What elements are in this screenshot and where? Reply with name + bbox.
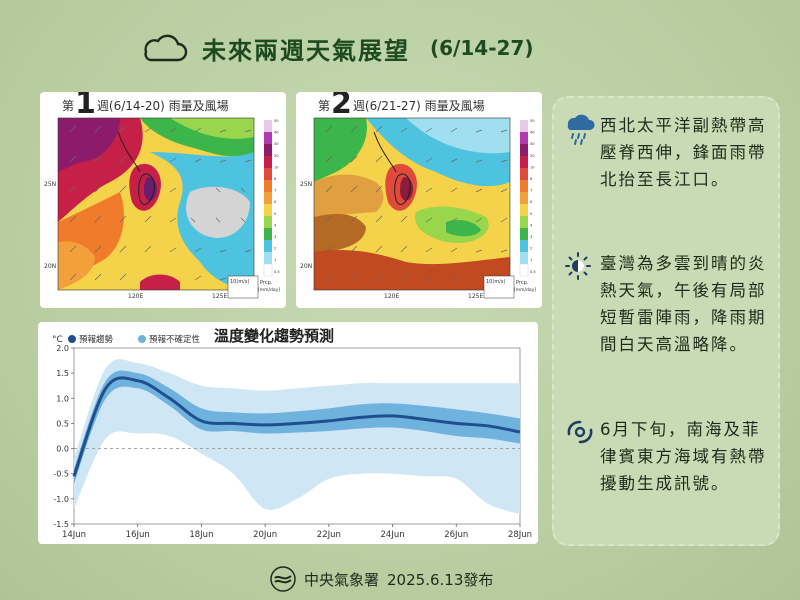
scale-label: 0.5: [530, 270, 536, 274]
svg-text:10(m/s): 10(m/s): [230, 279, 249, 285]
lat-label: 20N: [44, 263, 56, 270]
y-tick-label: 0.5: [56, 419, 69, 428]
x-tick-label: 14Jun: [62, 530, 86, 540]
scale-label: 4: [530, 223, 533, 227]
y-tick-label: 2.0: [56, 344, 69, 353]
week1-map-card: 第 1 週(6/14-20) 雨量及風場: [40, 92, 286, 308]
legend-marker-uncertainty: [138, 335, 146, 343]
info-item-2: 臺灣為多雲到晴的炎熱天氣，午後有局部短暫雷陣雨，降雨期間白天高溫略降。: [564, 250, 772, 358]
cloud-icon: [144, 34, 188, 62]
y-tick-label: 0.0: [56, 445, 69, 454]
scale-label: 20: [530, 154, 535, 158]
x-tick-label: 24Jun: [381, 530, 405, 540]
info-text-3: 6月下旬，南海及菲律賓東方海域有熱帶擾動生成訊號。: [600, 420, 767, 493]
scale-label: 20: [274, 154, 279, 158]
week1-color-scale: [263, 120, 273, 277]
info-item-1: 西北太平洋副熱帶高壓脊西伸，鋒面雨帶北抬至長江口。: [564, 112, 772, 193]
trend-line: [72, 376, 521, 477]
lon-label: 120E: [384, 293, 399, 300]
y-tick-label: -1.0: [53, 495, 69, 504]
scale-label: 2: [274, 247, 276, 251]
x-tick-label: 20Jun: [253, 530, 277, 540]
cwa-logo-icon: [270, 566, 296, 592]
scale-label: 50: [274, 119, 279, 123]
info-text-2: 臺灣為多雲到晴的炎熱天氣，午後有局部短暫雷陣雨，降雨期間白天高溫略降。: [600, 254, 767, 354]
issued-date: 2025.6.13發布: [387, 570, 494, 589]
svg-text:10(m/s): 10(m/s): [486, 279, 505, 285]
scale-label: 6: [274, 200, 277, 204]
y-tick-label: 1.0: [56, 394, 69, 403]
scale-label: 0.5: [274, 270, 280, 274]
scale-label: 7: [530, 189, 532, 193]
agency-name: 中央氣象署: [304, 570, 380, 589]
legend-label-trend: 預報趨勢: [79, 334, 114, 345]
scale-label: 3: [274, 235, 276, 239]
svg-text:[mm/day]: [mm/day]: [258, 287, 280, 293]
scale-label: 30: [274, 142, 279, 146]
x-tick-label: 16Jun: [126, 530, 150, 540]
partly-sunny-icon: [565, 252, 591, 280]
scale-label: 7: [274, 189, 276, 193]
wind-vectors: [69, 125, 252, 281]
scale-label: 3: [530, 235, 532, 239]
typhoon-icon: [567, 420, 593, 444]
inner-uncertainty-band: [74, 370, 520, 484]
scale-label: 5: [274, 212, 276, 216]
title-text: 未來兩週天氣展望: [202, 36, 410, 65]
temperature-chart-card: 2.0 1.5 1.0 0.5 0.0 -0.5 -1.0 -1.5 14Jun 16Jun 18J…: [38, 322, 538, 544]
scale-label: 6: [530, 200, 533, 204]
legend-marker-trend: [68, 335, 76, 343]
week1-map-title: 第 1 週(6/14-20) 雨量及風場: [62, 92, 229, 121]
x-tick-label: 22Jun: [317, 530, 341, 540]
week2-map-card: 第 2 週(6/21-27) 雨量及風場: [296, 92, 542, 308]
title-date: (6/14-27): [430, 36, 534, 60]
lon-label: 125E: [468, 293, 483, 300]
scale-label: 8: [530, 177, 533, 181]
scale-label: 1: [530, 258, 532, 262]
scale-label: 1: [274, 258, 276, 262]
scale-label: 30: [530, 142, 535, 146]
week1-rain-wind-map: 25N 20N 120E 125E 10(m/s) Prcp. [mm/day]…: [44, 117, 280, 300]
week2-rain-wind-map: 25N 20N 120E 125E 10(m/s) Prcp. [mm/day]…: [300, 117, 536, 300]
svg-text:[mm/day]: [mm/day]: [514, 287, 536, 293]
lon-label: 120E: [128, 293, 143, 300]
week2-color-scale: [519, 120, 529, 277]
y-tick-label: -0.5: [53, 470, 69, 479]
chart-title: 溫度變化趨勢預測: [214, 327, 334, 345]
week2-map-title: 第 2 週(6/21-27) 雨量及風場: [318, 92, 485, 121]
scale-label: 10: [274, 165, 279, 169]
footer: 中央氣象署 2025.6.13發布: [270, 566, 493, 592]
legend-label-uncertainty: 預報不確定性: [149, 334, 201, 345]
info-text-1: 西北太平洋副熱帶高壓脊西伸，鋒面雨帶北抬至長江口。: [600, 116, 767, 189]
info-item-3: 6月下旬，南海及菲律賓東方海域有熱帶擾動生成訊號。: [564, 416, 772, 497]
lat-label: 25N: [300, 181, 312, 188]
scale-label: 2: [530, 247, 532, 251]
svg-text:Prcp.: Prcp.: [260, 280, 273, 286]
lat-label: 20N: [300, 263, 312, 270]
y-tick-label: 1.5: [56, 369, 69, 378]
scale-label: 10: [530, 165, 535, 169]
x-tick-label: 26Jun: [444, 530, 468, 540]
scale-label: 40: [530, 131, 535, 135]
y-tick-label: -1.5: [53, 520, 69, 529]
scale-label: 8: [274, 177, 277, 181]
page-title: 未來兩週天氣展望 (6/14-27): [140, 28, 533, 68]
svg-text:Prcp.: Prcp.: [516, 280, 529, 286]
scale-label: 5: [530, 212, 532, 216]
x-tick-label: 28Jun: [508, 530, 532, 540]
rain-cloud-icon: [567, 114, 595, 145]
lat-label: 25N: [44, 181, 56, 188]
scale-label: 50: [530, 119, 535, 123]
info-panel: 西北太平洋副熱帶高壓脊西伸，鋒面雨帶北抬至長江口。 臺灣為多雲到晴的炎熱天氣，午…: [552, 96, 780, 546]
x-tick-label: 18Jun: [189, 530, 213, 540]
lon-label: 125E: [212, 293, 227, 300]
outer-uncertainty-band: [74, 359, 520, 514]
y-unit: °C: [52, 335, 63, 345]
scale-label: 40: [274, 131, 279, 135]
scale-label: 4: [274, 223, 277, 227]
